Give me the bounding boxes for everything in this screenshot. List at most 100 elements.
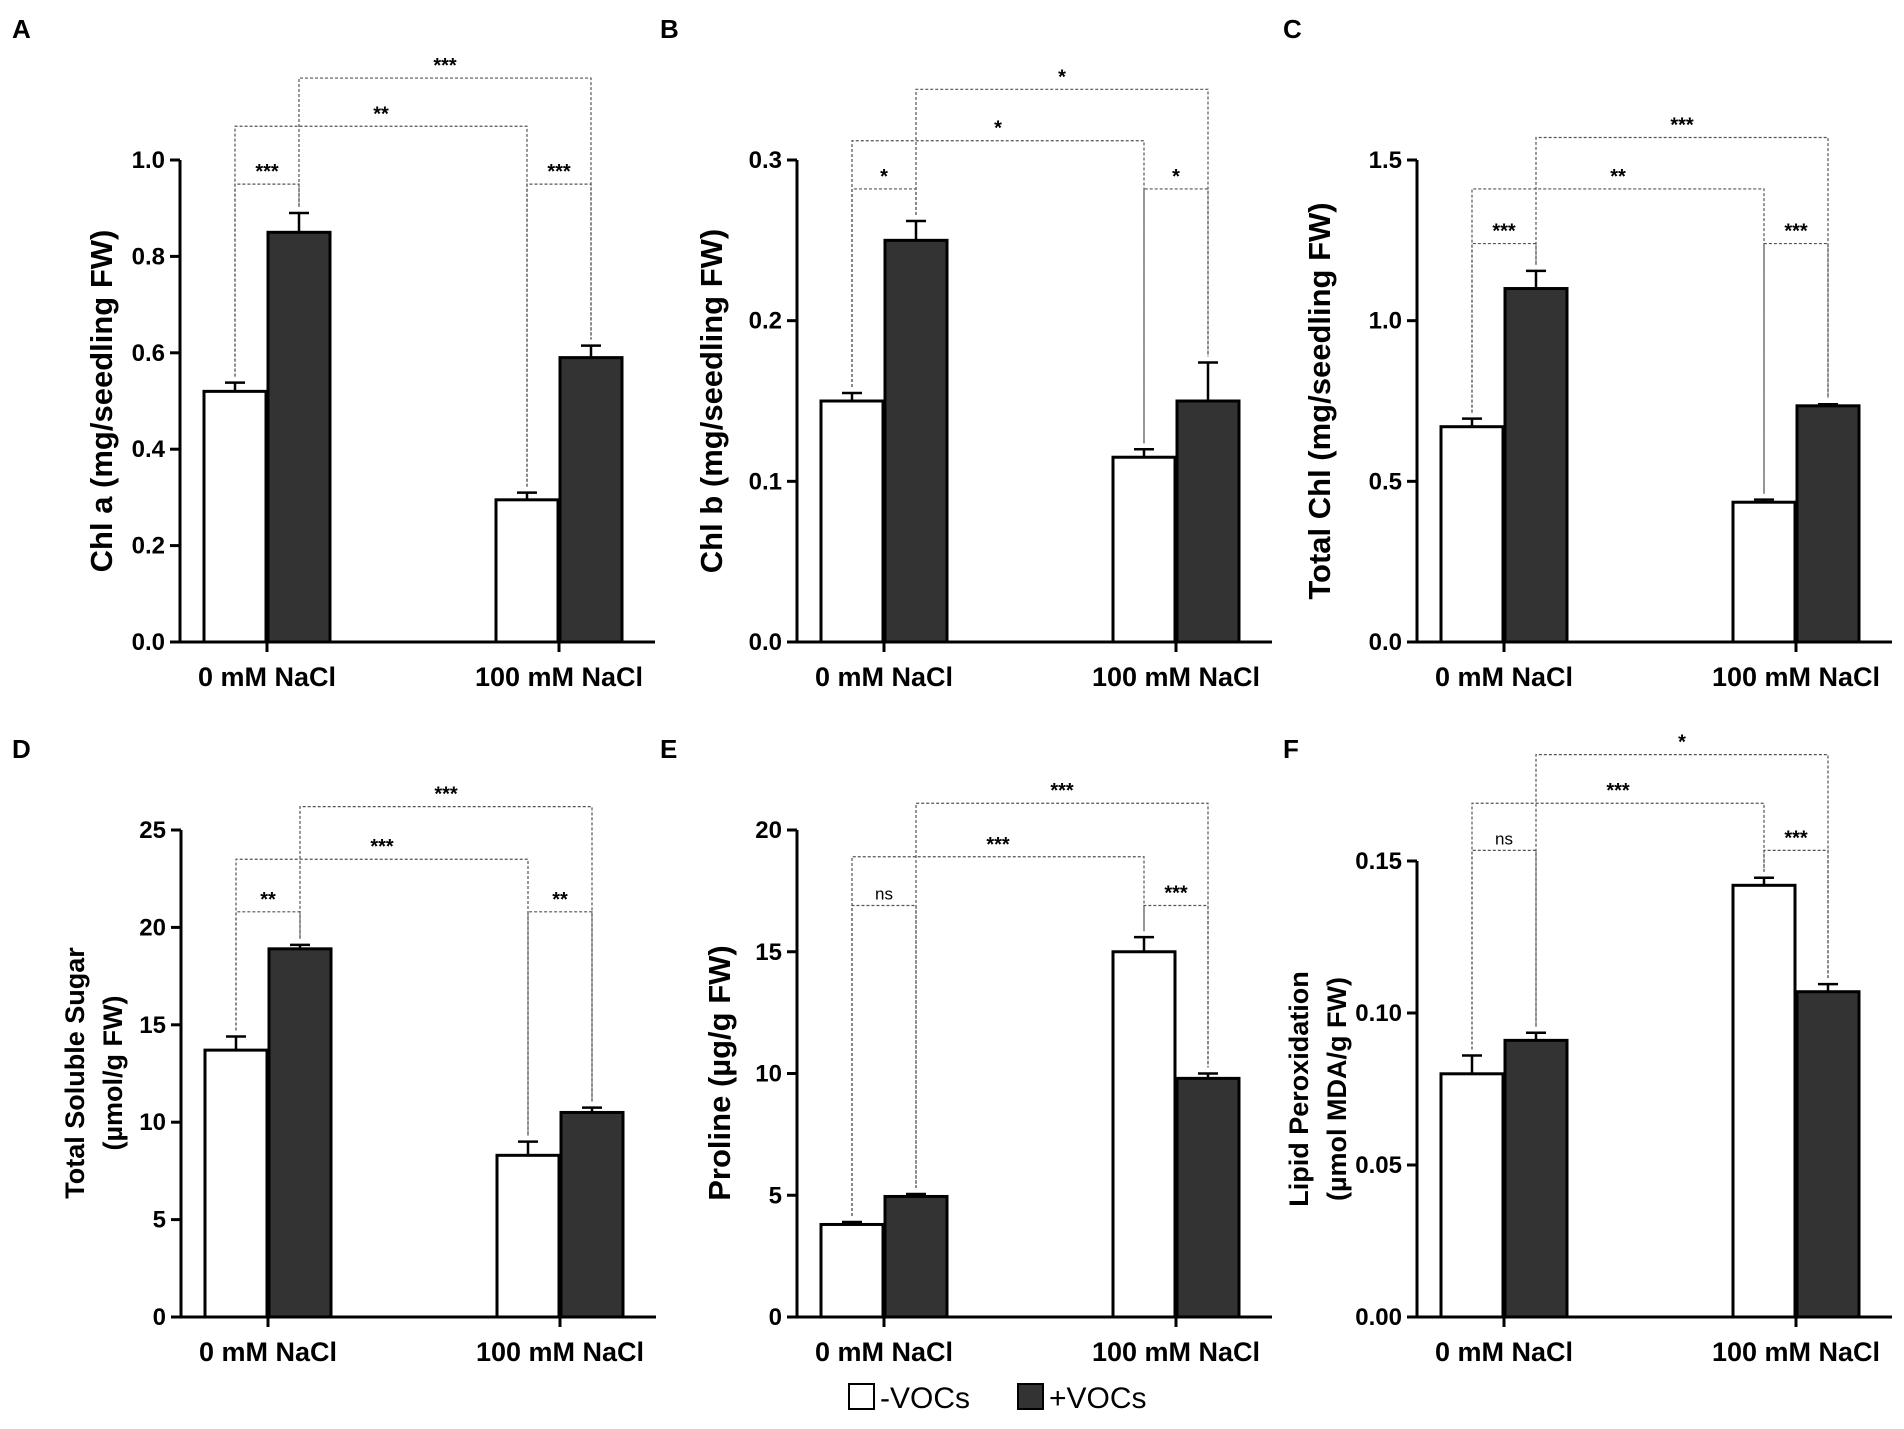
significance-label: *** [1784,827,1808,849]
x-category-label: 0 mM NaCl [815,1337,953,1367]
significance-label: *** [1050,780,1074,802]
bar-plus-vocs-0mm [883,1194,949,1319]
bar-plus-vocs-100mm [1175,1076,1241,1319]
bar-plus-vocs-0mm [1503,287,1569,644]
y-tick-label: 10 [755,1061,782,1088]
significance-label: *** [434,784,458,806]
y-axis-label-line: (µmol/g FW) [98,995,128,1150]
significance-bracket [851,904,917,1217]
x-category-label: 0 mM NaCl [199,1337,337,1367]
y-tick-label: 0.0 [1369,629,1402,656]
panel-letter: B [660,14,679,44]
significance-bracket [1471,849,1537,1050]
bar-minus-vocs-0mm [1439,425,1505,644]
legend-swatch-plus-vocs [1017,1383,1044,1410]
y-tick-label: 25 [139,817,166,844]
chart-panel-a: A Chl a (mg/seedling FW) 0.0 0.2 0.4 0.6 0.8 1.… [12,14,655,692]
significance-label: *** [1164,882,1188,904]
y-tick-label: 1.0 [1369,308,1402,335]
y-axis-label: Chl b (mg/seedling FW) [694,229,729,573]
bar-plus-vocs-100mm [559,1110,625,1319]
x-category-label: 100 mM NaCl [1092,662,1260,692]
significance-bracket [1471,802,1765,1050]
y-axis-label-line: Total Chl (mg/seedling FW) [1302,202,1337,599]
significance-label: *** [1492,221,1516,243]
significance-label: *** [1784,221,1808,243]
panel-letter: E [660,734,677,764]
y-tick-label: 15 [755,939,782,966]
significance-bracket [915,88,1209,357]
panel-letter: C [1283,14,1302,44]
legend: -VOCs +VOCs [848,1382,1147,1415]
y-tick-label: 0.8 [132,243,165,270]
chart-panel-f: F Lipid Peroxidation (µmol MDA/g FW) 0.00 0.… [1283,732,1892,1367]
x-category-label: 0 mM NaCl [198,662,336,692]
significance-label: *** [1606,780,1630,802]
y-tick-label: 0 [153,1304,166,1331]
significance-bracket [1535,754,1829,1027]
significance-bracket [299,806,593,1102]
y-axis-label-line: Chl a (mg/seedling FW) [84,230,119,573]
bar-minus-vocs-100mm [495,1153,561,1319]
significance-label: *** [370,836,394,858]
y-tick-label: 0.00 [1355,1304,1402,1331]
significance-label: *** [547,161,571,183]
significance-label: * [880,166,888,188]
y-tick-label: 0.6 [132,340,165,367]
significance-bracket [915,802,1209,1189]
bar-minus-vocs-0mm [202,389,268,644]
significance-label: ** [1610,166,1626,188]
bar-minus-vocs-0mm [819,1222,885,1319]
significance-label: * [1058,66,1066,88]
y-tick-label: 20 [755,817,782,844]
significance-bracket [527,911,593,1136]
significance-bracket [235,858,529,1136]
significance-label: *** [433,55,457,77]
legend-swatch-minus-vocs [848,1383,875,1410]
y-axis-label: Chl a (mg/seedling FW) [84,230,119,573]
y-tick-label: 20 [139,914,166,941]
panels: A Chl a (mg/seedling FW) 0.0 0.2 0.4 0.6 0.8 1.… [12,14,1892,1367]
y-axis-label: Total Soluble Sugar (µmol/g FW) [60,947,128,1199]
x-category-label: 100 mM NaCl [475,662,643,692]
y-tick-label: 0.0 [749,629,782,656]
panel-letter: D [12,734,31,764]
bar-plus-vocs-0mm [883,238,949,644]
significance-label: ns [1495,829,1513,848]
bar-minus-vocs-100mm [1731,500,1797,644]
y-axis-label: Lipid Peroxidation (µmol MDA/g FW) [1284,971,1352,1207]
chart-panel-b: B Chl b (mg/seedling FW) 0.0 0.1 0.2 0.3 0 mM … [660,14,1272,692]
y-tick-label: 0.05 [1355,1152,1402,1179]
x-category-label: 0 mM NaCl [815,662,953,692]
bar-minus-vocs-0mm [1439,1072,1505,1319]
y-axis-label-line: Total Soluble Sugar [60,947,90,1199]
y-tick-label: 1.5 [1369,147,1402,174]
bar-plus-vocs-0mm [267,947,333,1319]
panel-letter: F [1283,734,1299,764]
bar-minus-vocs-0mm [203,1048,269,1319]
panel-letter: A [12,14,31,44]
y-tick-label: 0.4 [132,436,166,463]
bar-minus-vocs-100mm [1111,950,1177,1319]
significance-bracket [851,856,1145,1217]
y-tick-label: 0.3 [749,147,782,174]
x-category-label: 100 mM NaCl [1092,1337,1260,1367]
y-tick-label: 0 [769,1304,782,1331]
bar-plus-vocs-100mm [558,356,624,644]
significance-label: ns [875,884,893,903]
significance-label: ** [552,889,568,911]
chart-panel-c: C Total Chl (mg/seedling FW) 0.0 0.5 1.0 1.5 0… [1283,14,1892,692]
y-axis-label: Total Chl (mg/seedling FW) [1302,202,1337,599]
y-tick-label: 5 [769,1182,782,1209]
bar-plus-vocs-100mm [1795,990,1861,1319]
significance-bracket [298,77,592,340]
y-tick-label: 0.5 [1369,468,1402,495]
y-tick-label: 0.10 [1355,1000,1402,1027]
bar-plus-vocs-0mm [266,230,332,644]
bar-minus-vocs-100mm [1111,455,1177,644]
y-tick-label: 10 [139,1109,166,1136]
significance-bracket [1471,242,1537,413]
legend-label-plus-vocs: +VOCs [1049,1382,1147,1415]
significance-label: * [1172,166,1180,188]
